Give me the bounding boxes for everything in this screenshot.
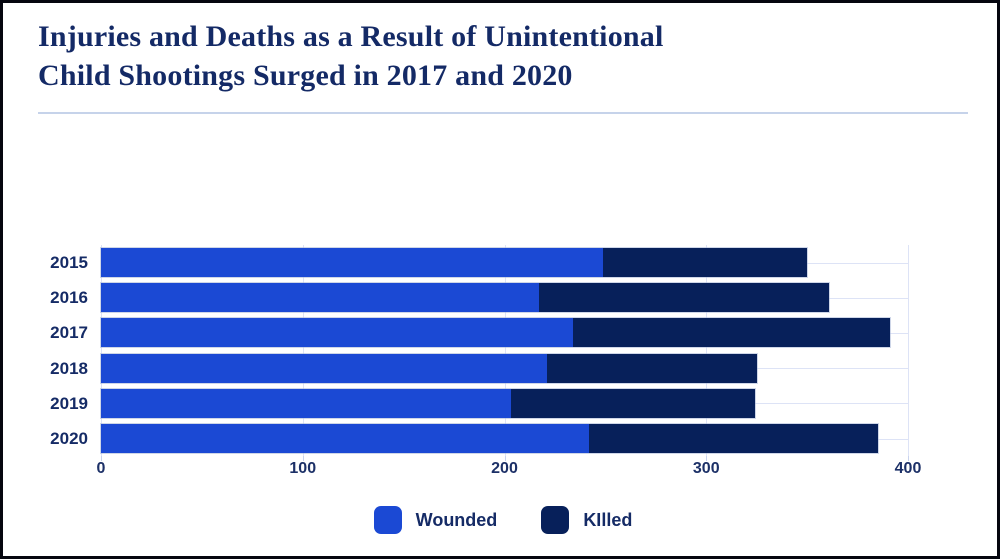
plot-area <box>101 245 909 456</box>
bar-row-2020 <box>101 424 878 453</box>
y-tick-label-2020: 2020 <box>50 429 88 448</box>
bar-segment-killed-2016[interactable] <box>538 283 830 313</box>
bar-segment-wounded-2016[interactable] <box>101 283 539 313</box>
chart-title: Injuries and Deaths as a Result of Unint… <box>38 17 968 95</box>
bar-segment-killed-2020[interactable] <box>589 424 878 453</box>
y-tick-label-2019: 2019 <box>50 393 88 413</box>
bar-segment-killed-2019[interactable] <box>510 388 755 418</box>
y-axis-labels: 2015 2016 2017 2018 2019 2020 <box>3 245 88 456</box>
bar-segment-wounded-2015[interactable] <box>101 248 604 277</box>
legend: Wounded KIlled <box>3 506 997 534</box>
legend-label-killed: KIlled <box>583 509 633 530</box>
legend-item-killed[interactable]: KIlled <box>541 506 632 534</box>
legend-item-wounded[interactable]: Wounded <box>373 506 498 534</box>
bar-row-2019 <box>101 388 755 418</box>
bar-segment-wounded-2017[interactable] <box>101 318 574 348</box>
y-tick-label-2018: 2018 <box>50 358 88 378</box>
x-tick-label: 400 <box>894 460 922 477</box>
y-tick-label-2017: 2017 <box>50 323 88 343</box>
bar-segment-wounded-2019[interactable] <box>101 388 511 418</box>
bar-row-2017 <box>101 318 890 348</box>
y-tick-label-2016: 2016 <box>50 288 88 308</box>
bar-segment-killed-2018[interactable] <box>546 353 757 383</box>
vertical-gridline <box>706 245 708 456</box>
bar-segment-wounded-2020[interactable] <box>101 424 590 453</box>
x-axis-tick <box>504 456 506 461</box>
x-tick-label: 300 <box>692 460 720 477</box>
bar-row-2015 <box>101 248 808 277</box>
chart-title-line2: Child Shootings Surged in 2017 and 2020 <box>38 59 573 92</box>
x-axis-tick <box>302 456 304 461</box>
vertical-gridline <box>908 245 909 456</box>
x-tick-label: 100 <box>289 460 317 477</box>
wounded-swatch-icon <box>373 506 402 534</box>
chart-title-line1: Injuries and Deaths as a Result of Unint… <box>38 20 664 53</box>
bar-segment-wounded-2018[interactable] <box>101 353 547 383</box>
vertical-gridline <box>101 245 102 456</box>
vertical-gridline <box>302 245 304 456</box>
bar-row-2016 <box>101 283 830 313</box>
x-tick-label: 200 <box>491 460 518 477</box>
x-axis-tick <box>101 456 102 461</box>
x-axis-tick <box>706 456 708 461</box>
title-divider <box>38 112 968 114</box>
x-axis-labels: 0 100 200 300 400 <box>97 460 922 482</box>
y-tick-label-2015: 2015 <box>50 253 88 272</box>
x-axis-tick <box>908 456 909 461</box>
killed-swatch-icon <box>541 506 570 534</box>
bar-row-2018 <box>101 353 757 383</box>
vertical-gridline <box>504 245 506 456</box>
bar-segment-killed-2017[interactable] <box>573 318 890 348</box>
bar-segment-killed-2015[interactable] <box>603 248 808 277</box>
legend-label-wounded: Wounded <box>415 509 498 530</box>
x-tick-label: 0 <box>96 460 106 477</box>
